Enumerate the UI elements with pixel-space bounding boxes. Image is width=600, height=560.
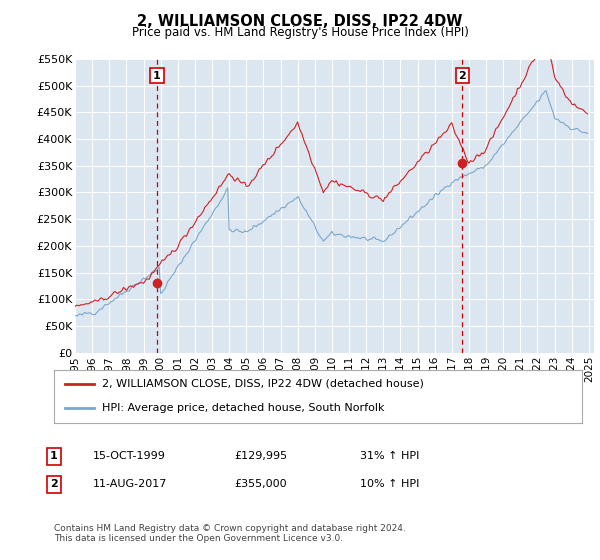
Text: £129,995: £129,995 (234, 451, 287, 461)
Text: 1: 1 (153, 71, 161, 81)
Text: 10% ↑ HPI: 10% ↑ HPI (360, 479, 419, 489)
Text: Contains HM Land Registry data © Crown copyright and database right 2024.
This d: Contains HM Land Registry data © Crown c… (54, 524, 406, 543)
Text: 2, WILLIAMSON CLOSE, DISS, IP22 4DW (detached house): 2, WILLIAMSON CLOSE, DISS, IP22 4DW (det… (101, 379, 424, 389)
Text: 11-AUG-2017: 11-AUG-2017 (93, 479, 167, 489)
Text: 1: 1 (50, 451, 58, 461)
Text: 2: 2 (458, 71, 466, 81)
Text: 31% ↑ HPI: 31% ↑ HPI (360, 451, 419, 461)
Text: 2: 2 (50, 479, 58, 489)
Text: £355,000: £355,000 (234, 479, 287, 489)
Text: 15-OCT-1999: 15-OCT-1999 (93, 451, 166, 461)
Text: 2, WILLIAMSON CLOSE, DISS, IP22 4DW: 2, WILLIAMSON CLOSE, DISS, IP22 4DW (137, 14, 463, 29)
Text: Price paid vs. HM Land Registry's House Price Index (HPI): Price paid vs. HM Land Registry's House … (131, 26, 469, 39)
Text: HPI: Average price, detached house, South Norfolk: HPI: Average price, detached house, Sout… (101, 403, 384, 413)
